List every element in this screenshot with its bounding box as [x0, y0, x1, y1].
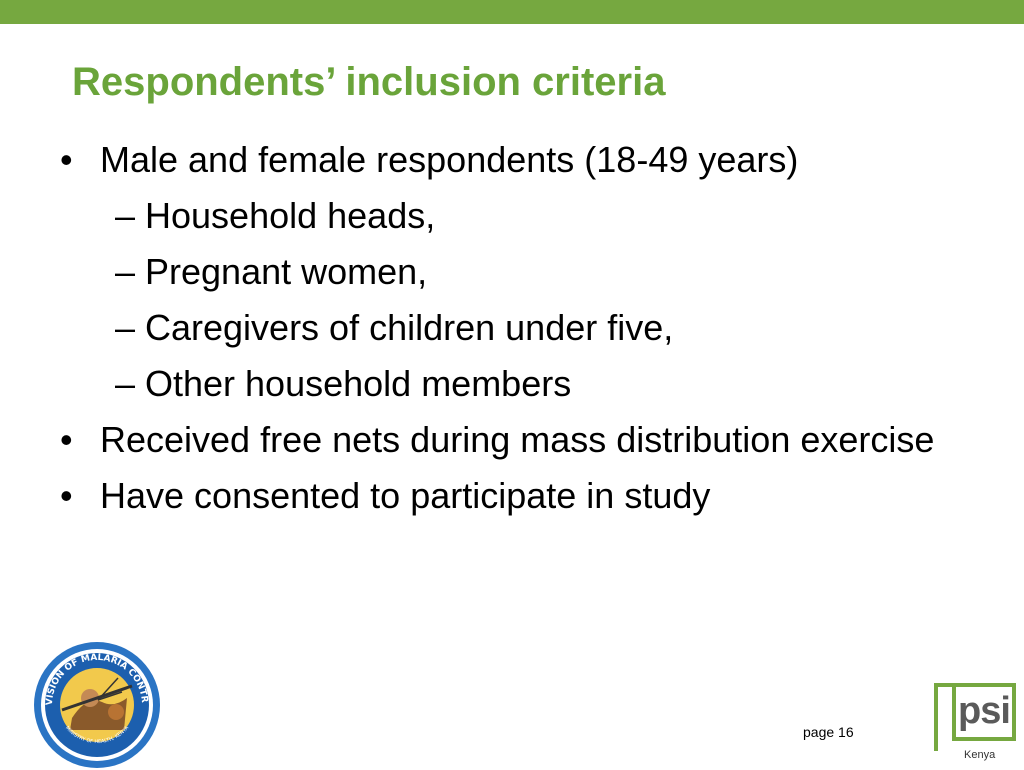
sub-bullet-text: Pregnant women, [145, 251, 428, 292]
bullet-text: Male and female respondents (18-49 years… [100, 139, 799, 180]
sub-bullet-item: – Other household members [60, 362, 940, 406]
slide-title: Respondents’ inclusion criteria [72, 60, 666, 104]
psi-square [952, 683, 1016, 741]
page-number: page 16 [803, 724, 854, 740]
sub-bullet-item: – Caregivers of children under five, [60, 306, 940, 350]
bullet-text: Received free nets during mass distribut… [100, 419, 935, 460]
psi-wordmark: psi [958, 690, 1011, 732]
sub-bullet-dash: – [115, 195, 136, 236]
bullet-dot: • [60, 419, 73, 460]
sub-bullet-dash: – [115, 307, 136, 348]
top-accent-bar [0, 0, 1024, 24]
psi-kenya-logo: psi Kenya [934, 683, 1022, 768]
sub-bullet-text: Household heads, [145, 195, 436, 236]
sub-bullet-text: Caregivers of children under five, [145, 307, 674, 348]
malaria-control-seal-logo: DIVISION OF MALARIA CONTROL MINISTRY OF … [32, 640, 160, 768]
sub-bullet-item: – Pregnant women, [60, 250, 940, 294]
bullet-dot: • [60, 139, 73, 180]
sub-bullet-dash: – [115, 251, 136, 292]
bullet-list: • Male and female respondents (18-49 yea… [60, 138, 940, 530]
bullet-text: Have consented to participate in study [100, 475, 711, 516]
bullet-dot: • [60, 475, 73, 516]
sub-bullet-text: Other household members [145, 363, 572, 404]
psi-country-label: Kenya [964, 749, 996, 761]
bullet-item: • Have consented to participate in study [60, 474, 940, 518]
sub-bullet-item: – Household heads, [60, 194, 940, 238]
bullet-item: • Received free nets during mass distrib… [60, 418, 940, 462]
bullet-item: • Male and female respondents (18-49 yea… [60, 138, 940, 182]
sub-bullet-dash: – [115, 363, 136, 404]
